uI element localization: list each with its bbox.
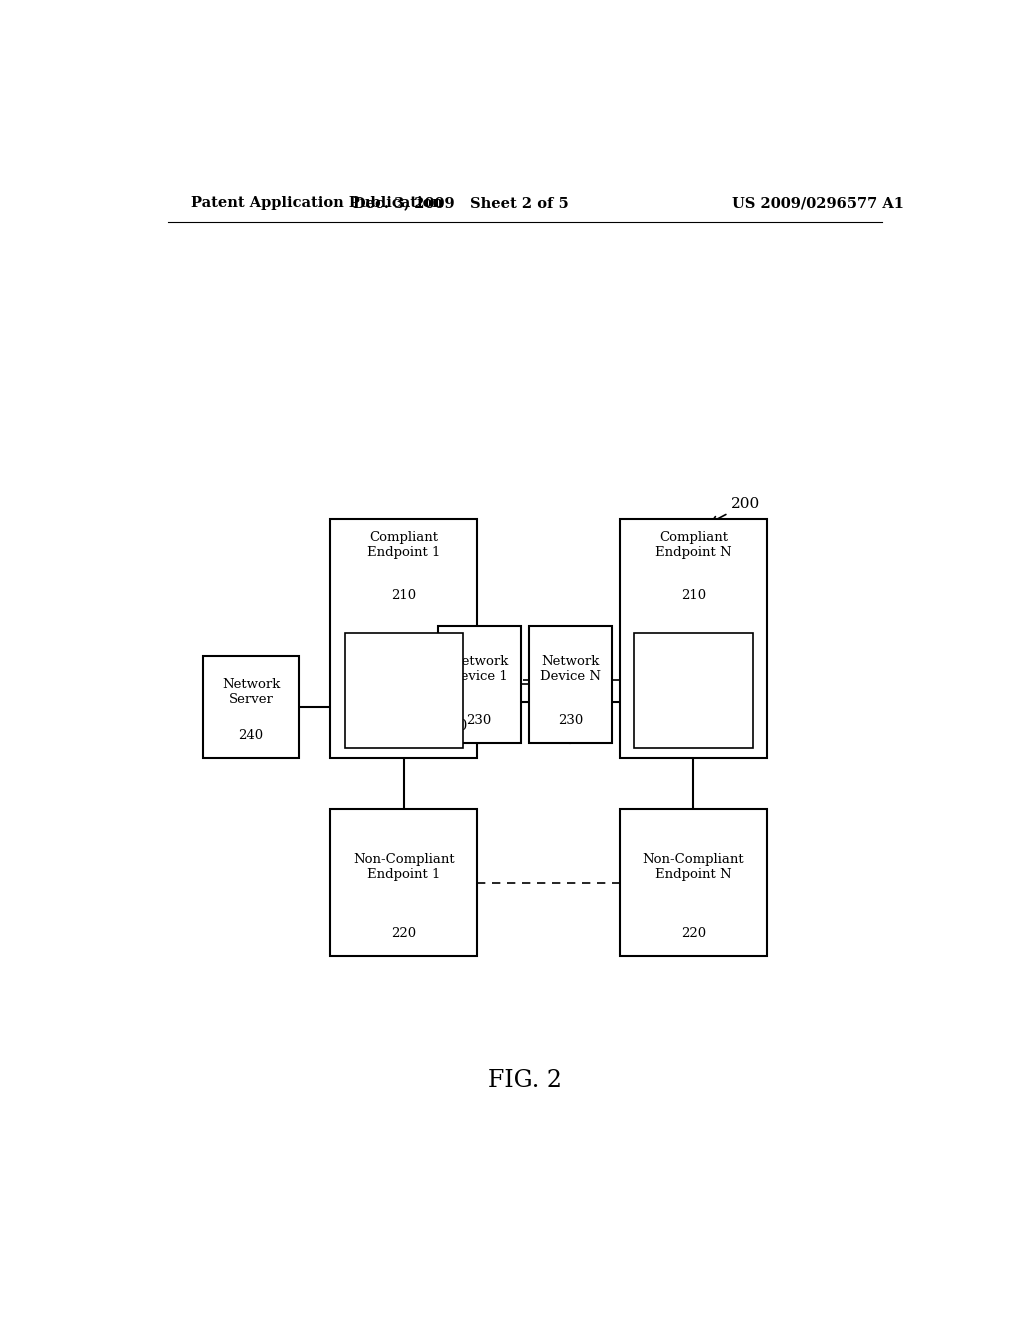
Text: 210: 210: [391, 589, 417, 602]
Text: Congestion
manager: Congestion manager: [367, 643, 441, 672]
Text: Non-Compliant
Endpoint N: Non-Compliant Endpoint N: [643, 853, 744, 882]
Bar: [528, 626, 612, 743]
Bar: [634, 634, 753, 748]
Text: Dec. 3, 2009   Sheet 2 of 5: Dec. 3, 2009 Sheet 2 of 5: [353, 197, 569, 210]
Bar: [345, 634, 463, 748]
Bar: [620, 809, 767, 956]
Text: Non-Compliant
Endpoint 1: Non-Compliant Endpoint 1: [353, 853, 455, 882]
Text: 220: 220: [391, 928, 417, 940]
Bar: [331, 519, 477, 758]
Text: Network
Device N: Network Device N: [540, 655, 601, 684]
Text: Network
Server: Network Server: [222, 678, 281, 706]
Text: 250: 250: [441, 719, 468, 734]
Text: 230: 230: [467, 714, 492, 727]
Text: 215: 215: [681, 723, 706, 737]
Text: FIG. 2: FIG. 2: [487, 1069, 562, 1092]
Text: 200: 200: [712, 496, 761, 523]
Bar: [437, 626, 521, 743]
Text: US 2009/0296577 A1: US 2009/0296577 A1: [732, 197, 904, 210]
Text: Compliant
Endpoint 1: Compliant Endpoint 1: [367, 532, 440, 560]
Bar: [620, 519, 767, 758]
Text: Network
Device 1: Network Device 1: [450, 655, 508, 684]
Text: Patent Application Publication: Patent Application Publication: [191, 197, 443, 210]
Text: Compliant
Endpoint N: Compliant Endpoint N: [655, 532, 732, 560]
Text: Congestion
manager: Congestion manager: [655, 643, 731, 672]
Text: 220: 220: [681, 928, 706, 940]
Bar: [204, 656, 299, 758]
Text: 240: 240: [239, 729, 263, 742]
Text: 230: 230: [558, 714, 583, 727]
Bar: [331, 809, 477, 956]
Text: 215: 215: [391, 723, 417, 737]
Text: 210: 210: [681, 589, 706, 602]
